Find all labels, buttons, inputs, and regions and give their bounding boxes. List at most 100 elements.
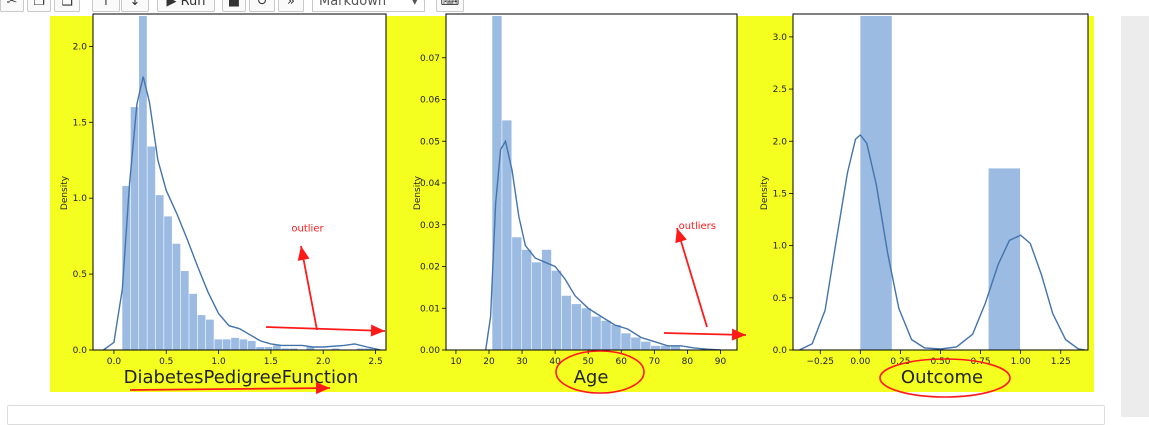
x-tick-label: 50 [582,357,594,367]
y-axis-label: Density [413,175,423,210]
cut-button[interactable]: ✂ [0,0,24,12]
kde-line [485,139,721,350]
cell-type-value: Markdown [319,0,387,9]
histogram-bar [365,348,373,350]
histogram-bar [670,345,681,350]
x-tick-label: 0.50 [930,357,950,367]
y-tick-label: 0.0 [773,346,788,356]
y-tick-label: 0.04 [420,179,440,189]
y-tick-label: 1.0 [73,194,88,204]
annotation-text: outliers [679,221,716,232]
y-tick-label: 0.00 [420,346,440,356]
scissors-icon: ✂ [6,0,18,9]
histogram-bar [541,249,552,350]
histogram-bar [164,216,172,350]
histogram-bar [651,345,661,350]
fast-forward-icon: » [287,0,295,9]
x-tick-label: 0.00 [850,357,870,367]
restart-run-all-button[interactable]: » [278,0,304,12]
subplot-1: 0.0 0.5 1.0 1.5 2.0 2.5 0.0 0.5 1.0 1.5 2.0 Density… [60,13,387,388]
y-tick-label: 0.01 [420,304,440,314]
paste-button[interactable]: ❏ [54,0,80,12]
command-palette-button[interactable]: ⌨ [436,0,464,12]
histogram-bar [247,340,256,350]
interrupt-button[interactable]: ■ [222,0,246,12]
histogram-bar [239,339,248,350]
plot-contents [103,16,381,350]
y-tick-label: 0.07 [420,54,440,64]
histogram-bar [356,348,365,350]
x-axis-label: DiabetesPedigreeFunction [124,367,359,388]
copy-icon: ❐ [33,0,45,9]
y-tick-label: 2.5 [773,85,787,95]
play-icon: ▶ [166,0,177,9]
outliers-pointer-arrow [676,227,708,328]
move-down-button[interactable]: ↓ [121,0,149,12]
x-tick-label: 40 [549,357,561,367]
x-tick-label: 70 [649,357,661,367]
histogram-bar [502,120,512,350]
label-circle-annotation [555,350,645,394]
run-button[interactable]: ▶ Run [157,0,215,12]
histogram-bar [561,295,572,350]
histogram-bar [122,186,131,350]
histogram-bar [189,293,198,350]
subplot-2: 10 20 30 40 50 60 70 80 90 0.00 0.01 0.02 0.03 0.04 0.… [413,13,738,394]
histogram-bar [581,308,591,350]
histogram-bar [641,341,651,350]
cell-type-select[interactable]: Markdown ▾ [312,0,425,12]
restart-button[interactable]: ↻ [249,0,275,12]
histogram-bar [531,262,542,350]
y-axis-label: Density [60,175,70,210]
subplots: 0.0 0.5 1.0 1.5 2.0 2.5 0.0 0.5 1.0 1.5 2.0 Density… [60,13,1089,398]
y-tick-label: 0.06 [420,96,440,106]
y-axis-label: Density [760,175,770,210]
chevron-down-icon: ▾ [411,0,418,9]
histogram-bar [306,346,315,350]
histogram-bar [591,316,601,350]
scrollbar-track[interactable] [1121,16,1149,417]
axes-frame [92,13,387,351]
y-tick-label: 0.5 [773,294,787,304]
histogram-bar [611,324,621,350]
x-tick-label: 90 [715,357,727,367]
plot-area [793,16,1088,350]
x-tick-label: 2.0 [316,357,331,367]
label-circle-annotation [879,358,1011,398]
outlier-pointer-arrow [300,245,318,331]
x-tick-label: 20 [483,357,495,367]
histogram-bar [231,337,239,350]
kde-line [103,76,381,350]
y-tick-label: 0.0 [73,346,88,356]
histogram-bar [621,333,631,350]
y-tick-label: 1.5 [73,118,87,128]
outliers-right-arrow-head [731,328,746,341]
copy-button[interactable]: ❐ [27,0,51,12]
y-tick-label: 1.5 [773,189,787,199]
kde-line [799,133,1085,350]
histogram-bar [130,107,139,350]
histogram-bar [551,270,562,350]
arrow-up-icon: ↑ [100,0,112,9]
x-axis-label: Outcome [901,367,983,388]
annotation-text: outlier [291,224,324,235]
x-tick-label: 30 [516,357,528,367]
histogram-bar [172,243,181,350]
move-up-button[interactable]: ↑ [92,0,120,12]
histogram-bar [331,348,340,350]
histogram-bar [660,345,671,350]
restart-icon: ↻ [256,0,268,9]
plot-area [446,16,737,350]
histogram-bar [197,315,206,350]
stop-icon: ■ [227,0,241,9]
y-tick-label: 0.02 [420,263,440,273]
y-tick-label: 0.05 [420,137,440,147]
histogram-bar [180,271,189,350]
subplot-3: −0.25 0.00 0.25 0.50 0.75 1.00 1.250.00.51.01.… [760,13,1089,398]
x-tick-label: 1.5 [264,357,278,367]
arrow-down-icon: ↓ [129,0,141,9]
x-tick-label: 0.25 [890,357,910,367]
histogram-bar [281,348,290,350]
x-tick-label: 2.5 [368,357,382,367]
